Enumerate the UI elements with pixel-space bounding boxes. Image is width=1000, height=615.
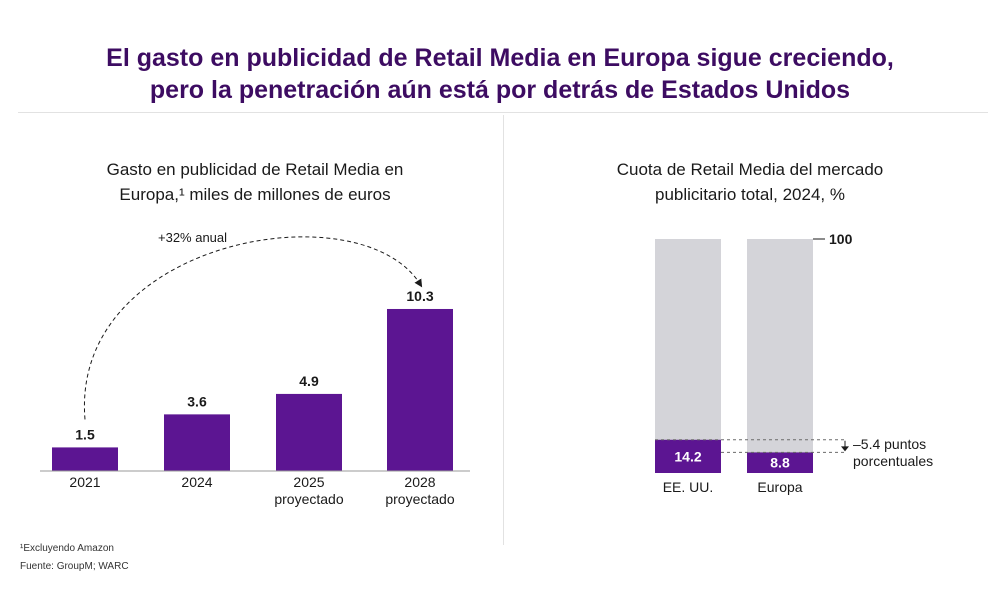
bar-3: [387, 308, 453, 471]
bar-value-label-1: 3.6: [187, 393, 207, 409]
growth-annotation: +32% anual: [158, 230, 227, 245]
panel-divider: [503, 115, 504, 545]
bar-2: [276, 393, 342, 471]
left-chart-title-line-2: Europa,¹ miles de millones de euros: [119, 185, 391, 204]
x-tick-sublabel-3: proyectado: [385, 491, 454, 507]
category-label-1: Europa: [757, 479, 802, 495]
difference-annotation-line-2: porcentuales: [853, 453, 933, 469]
x-tick-sublabel-2: proyectado: [274, 491, 343, 507]
left-chart-title-line-1: Gasto en publicidad de Retail Media en: [106, 160, 404, 179]
right-chart-title-line-2: publicitario total, 2024, %: [655, 185, 845, 204]
title-line-2: pero la penetración aún está por detrás …: [149, 76, 851, 104]
difference-annotation-line-1: –5.4 puntos: [853, 436, 926, 452]
bar-0: [52, 447, 118, 471]
x-tick-label-0: 2021: [69, 474, 100, 490]
share-value-label-0: 14.2: [674, 448, 701, 464]
share-bar-1: [747, 452, 813, 473]
title-line-1: El gasto en publicidad de Retail Media e…: [106, 44, 894, 72]
total-bar-0: [655, 239, 721, 473]
total-bar-1: [747, 239, 813, 473]
source-note: Fuente: GroupM; WARC: [20, 561, 129, 572]
x-tick-label-1: 2024: [181, 474, 212, 490]
footnote: ¹Excluyendo Amazon: [20, 543, 114, 554]
header-divider: [18, 112, 988, 113]
share-value-label-1: 8.8: [770, 455, 790, 471]
right-chart-title-line-1: Cuota de Retail Media del mercado: [616, 160, 884, 179]
bar-value-label-0: 1.5: [75, 426, 95, 442]
left-chart-title: Gasto en publicidad de Retail Media en E…: [40, 157, 470, 207]
bar-1: [164, 414, 230, 471]
bar-value-label-3: 10.3: [406, 288, 433, 304]
category-label-0: EE. UU.: [663, 479, 714, 495]
bar-value-label-2: 4.9: [299, 373, 319, 389]
page-title: El gasto en publicidad de Retail Media e…: [0, 42, 1000, 106]
share-bar-0: [655, 439, 721, 473]
total-label: 100: [829, 231, 853, 247]
x-tick-label-2: 2025: [293, 474, 324, 490]
difference-arrow-head: [841, 446, 849, 452]
right-chart-title: Cuota de Retail Media del mercado public…: [540, 157, 960, 207]
growth-arrow: [84, 236, 423, 420]
x-tick-label-3: 2028: [404, 474, 435, 490]
